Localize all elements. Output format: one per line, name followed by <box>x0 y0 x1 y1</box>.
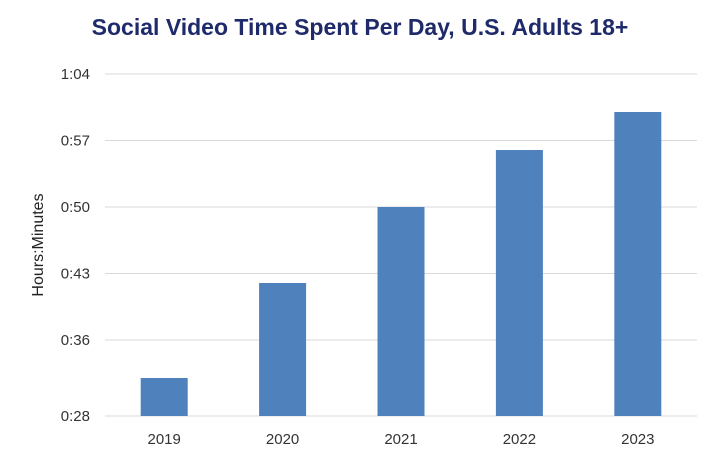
bar-2021 <box>377 207 425 416</box>
y-tick-label: 0:57 <box>61 133 90 150</box>
bar-2023 <box>614 112 662 416</box>
y-axis-ticks: 0:28 0:36 0:43 0:50 0:57 1:04 <box>61 66 90 425</box>
x-tick-label: 2022 <box>503 431 536 448</box>
chart-title: Social Video Time Spent Per Day, U.S. Ad… <box>91 14 629 40</box>
x-axis-ticks: 2019 2020 2021 2022 2023 <box>148 431 655 448</box>
x-tick-label: 2021 <box>384 431 417 448</box>
x-tick-label: 2019 <box>148 431 181 448</box>
bar-2020 <box>259 283 307 416</box>
bars <box>140 112 662 416</box>
y-axis-title: Hours:Minutes <box>30 193 47 296</box>
y-tick-label: 0:28 <box>61 408 90 425</box>
y-tick-label: 0:43 <box>61 266 90 283</box>
bar-2019 <box>140 378 188 416</box>
bar-2022 <box>495 150 543 416</box>
y-tick-label: 0:50 <box>61 199 90 216</box>
y-tick-label: 0:36 <box>61 332 90 349</box>
x-tick-label: 2020 <box>266 431 299 448</box>
x-tick-label: 2023 <box>621 431 654 448</box>
y-tick-label: 1:04 <box>61 66 90 83</box>
